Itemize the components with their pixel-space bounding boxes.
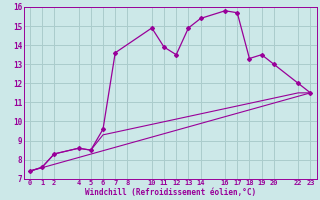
X-axis label: Windchill (Refroidissement éolien,°C): Windchill (Refroidissement éolien,°C) bbox=[84, 188, 256, 197]
